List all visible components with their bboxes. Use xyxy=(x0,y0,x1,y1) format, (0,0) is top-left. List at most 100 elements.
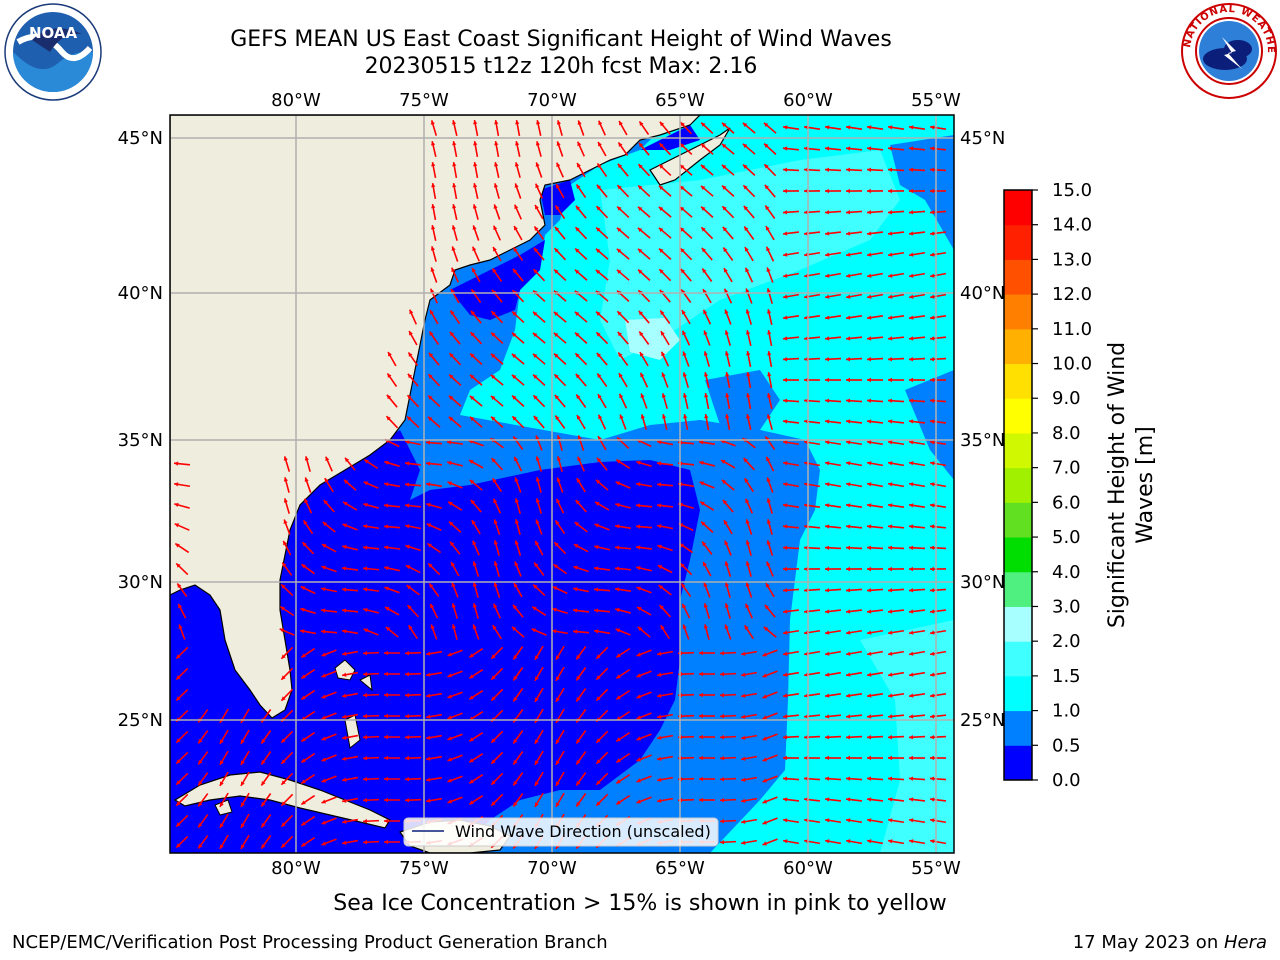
wave-arrowhead xyxy=(657,503,662,508)
wave-arrowhead xyxy=(405,714,410,719)
wave-arrowhead xyxy=(596,780,601,785)
wave-arrowhead xyxy=(405,777,410,782)
wave-arrowhead xyxy=(469,758,474,763)
wave-arrowhead xyxy=(909,839,914,844)
wave-arrowhead xyxy=(637,206,643,211)
wave-arrowhead xyxy=(321,778,327,783)
wave-arrowhead xyxy=(533,269,538,274)
wave-arrowhead xyxy=(636,460,641,465)
lon-labels-bottom: 80°W 75°W 70°W 65°W 60°W 55°W xyxy=(271,858,961,879)
wave-arrowhead xyxy=(470,499,476,505)
wave-arrowhead xyxy=(888,839,893,844)
wave-arrowhead xyxy=(618,373,623,378)
wave-arrowhead xyxy=(867,252,872,257)
wave-arrowhead xyxy=(846,630,851,635)
wave-arrowhead xyxy=(825,231,830,236)
wave-arrowhead xyxy=(450,541,455,547)
wave-arrowhead xyxy=(552,629,557,634)
wave-arrowhead xyxy=(766,288,771,293)
wave-arrowhead xyxy=(930,839,935,844)
wave-arrowhead xyxy=(452,141,457,146)
wave-arrowhead xyxy=(447,481,453,486)
wave-arrowhead xyxy=(746,414,751,419)
wave-arrowhead xyxy=(430,120,435,125)
wave-arrowhead xyxy=(701,206,706,211)
wave-arrowhead xyxy=(554,394,560,400)
wave-arrowhead xyxy=(304,456,309,461)
ocean-medium-region xyxy=(400,415,820,550)
wave-arrowhead xyxy=(825,461,830,466)
wave-arrowhead xyxy=(405,693,410,698)
wave-arrowhead xyxy=(492,268,497,273)
wave-arrowhead xyxy=(682,372,687,377)
wave-arrowhead xyxy=(825,252,830,257)
wave-arrowhead xyxy=(615,607,620,613)
wave-arrowhead xyxy=(720,819,725,824)
wave-arrowhead xyxy=(867,672,872,677)
wave-arrowhead xyxy=(888,167,893,172)
wave-arrowhead xyxy=(363,819,368,824)
wave-arrowhead xyxy=(577,120,582,125)
wave-arrowhead xyxy=(888,714,893,719)
wave-arrowhead xyxy=(703,351,708,356)
wave-arrowhead xyxy=(405,651,410,656)
wave-arrowhead xyxy=(783,839,788,844)
wave-arrowhead xyxy=(704,414,709,419)
wave-arrowhead xyxy=(430,288,435,294)
wave-arrowhead xyxy=(405,798,410,803)
wave-arrowhead xyxy=(703,603,708,608)
wave-arrowhead xyxy=(701,247,707,253)
wave-arrowhead xyxy=(636,778,641,783)
wave-arrowhead xyxy=(556,141,561,146)
wave-arrowhead xyxy=(301,821,306,826)
wave-arrowhead xyxy=(428,374,433,379)
wave-arrowhead xyxy=(909,377,913,383)
wave-arrowhead xyxy=(745,540,751,545)
wave-arrowhead xyxy=(825,566,829,572)
wave-arrowhead xyxy=(636,566,641,571)
wave-arrowhead xyxy=(555,520,560,525)
wave-arrowhead xyxy=(384,671,388,677)
wave-arrowhead xyxy=(177,583,182,588)
wave-arrowhead xyxy=(680,563,685,568)
wave-arrowhead xyxy=(825,336,830,341)
wave-arrowhead xyxy=(741,672,746,677)
wave-arrowhead xyxy=(596,738,601,743)
wave-arrowhead xyxy=(909,672,914,677)
wave-arrowhead xyxy=(804,588,809,593)
wave-arrowhead xyxy=(176,654,181,659)
wave-arrowhead xyxy=(661,372,666,377)
wave-arrowhead xyxy=(909,440,914,445)
wave-arrowhead xyxy=(384,734,388,740)
wave-arrowhead xyxy=(700,164,706,170)
wave-arrowhead xyxy=(342,714,347,719)
wave-arrowhead xyxy=(363,735,368,740)
colorbar-bin xyxy=(1004,363,1032,399)
wave-arrowhead xyxy=(701,521,706,526)
wave-arrowhead xyxy=(385,607,390,611)
lon-label: 65°W xyxy=(655,858,705,879)
wave-arrowhead xyxy=(909,588,914,593)
wave-arrowhead xyxy=(342,629,347,634)
wave-arrowhead xyxy=(556,435,562,440)
wave-arrowhead xyxy=(930,797,935,802)
wave-arrowhead xyxy=(804,693,809,698)
wave-arrowhead xyxy=(825,776,830,781)
wave-arrowhead xyxy=(321,715,327,720)
colorbar-bin xyxy=(1004,224,1032,260)
wave-arrowhead xyxy=(888,630,893,635)
wave-arrowhead xyxy=(766,498,771,503)
wave-arrowhead xyxy=(431,204,436,209)
wave-arrowhead xyxy=(473,183,478,188)
wave-arrowhead xyxy=(930,818,935,823)
wave-arrowhead xyxy=(636,757,641,762)
wave-arrowhead xyxy=(515,120,520,125)
wave-arrowhead xyxy=(491,458,496,463)
wave-arrowhead xyxy=(888,210,893,215)
wave-arrowhead xyxy=(553,311,559,317)
wave-arrowhead xyxy=(909,231,914,236)
wave-arrowhead xyxy=(930,693,935,698)
wave-arrowhead xyxy=(682,351,687,356)
wave-arrowhead xyxy=(825,839,830,844)
wave-arrowhead xyxy=(363,777,368,782)
